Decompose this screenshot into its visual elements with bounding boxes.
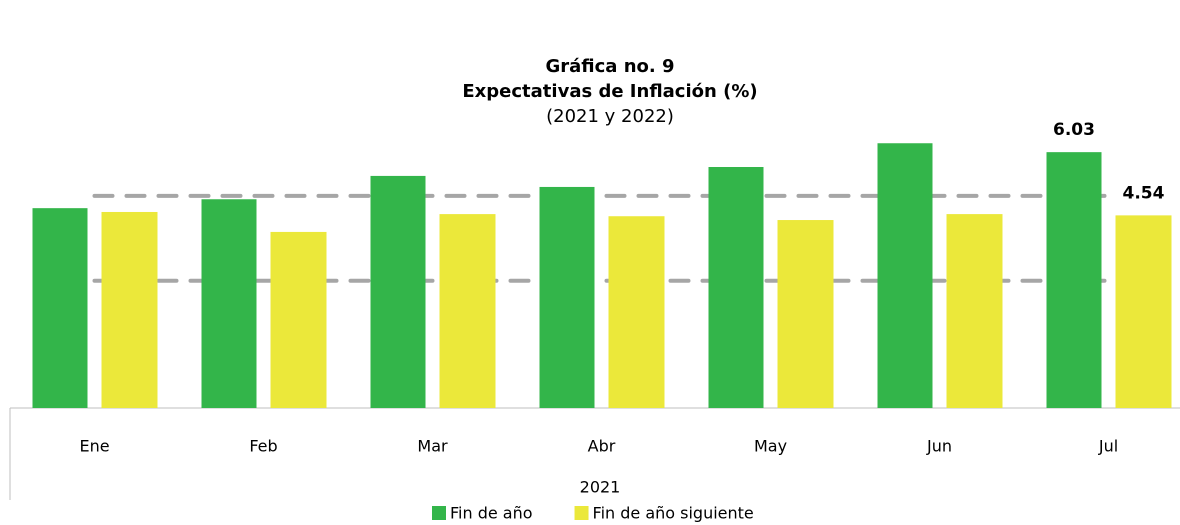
legend-swatch [432,506,446,520]
legend-label: Fin de año [450,504,533,523]
bar [777,220,834,408]
bar [1115,215,1172,408]
bar [946,214,1003,408]
data-label: 4.54 [1123,183,1165,203]
x-tick-label: Jul [1098,437,1118,456]
group-label: 2021 [580,478,621,497]
chart-title: Gráfica no. 9 [545,56,674,77]
bar [608,216,665,408]
x-tick-label: Mar [417,437,448,456]
bar [877,143,933,408]
bar [101,211,158,408]
x-tick-label: Jun [926,437,952,456]
bar [439,214,496,408]
x-tick-label: Ene [79,437,109,456]
bar [270,231,327,408]
x-tick-label: Feb [249,437,277,456]
bar [539,186,595,408]
chart-note: (2021 y 2022) [546,106,674,127]
data-label: 6.03 [1053,120,1095,140]
legend-swatch [574,506,589,520]
x-tick-label: Abr [588,437,616,456]
bar [370,175,426,408]
bar [708,167,764,408]
chart-subtitle: Expectativas de Inflación (%) [462,81,757,102]
bar [1046,152,1102,408]
legend-label: Fin de año siguiente [593,504,754,523]
x-tick-label: May [754,437,787,456]
bar [32,208,88,408]
bar [201,199,257,408]
